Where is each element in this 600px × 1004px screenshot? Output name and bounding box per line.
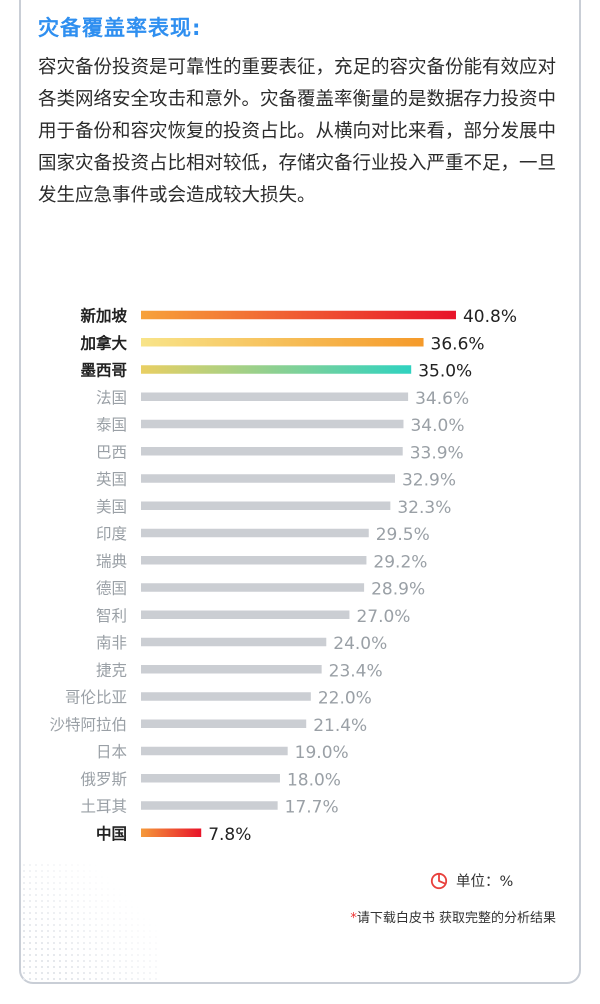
value-label: 29.5% bbox=[376, 525, 430, 545]
category-label: 德国 bbox=[96, 580, 127, 598]
category-label: 智利 bbox=[96, 607, 127, 625]
category-label: 美国 bbox=[96, 498, 127, 516]
value-label: 34.6% bbox=[415, 389, 469, 409]
content-card bbox=[19, 0, 581, 984]
value-label: 17.7% bbox=[285, 798, 339, 818]
bar bbox=[141, 556, 367, 565]
bar bbox=[141, 583, 365, 592]
value-label: 23.4% bbox=[329, 661, 383, 681]
bar bbox=[141, 665, 322, 674]
value-label: 40.8% bbox=[463, 307, 517, 327]
value-label: 27.0% bbox=[356, 607, 410, 627]
footnote: *请下载白皮书 获取完整的分析结果 bbox=[350, 907, 556, 926]
value-label: 22.0% bbox=[318, 689, 372, 709]
bar bbox=[141, 338, 424, 347]
category-label: 法国 bbox=[96, 389, 127, 407]
value-label: 21.4% bbox=[313, 716, 367, 736]
category-label: 中国 bbox=[96, 824, 127, 843]
bar bbox=[141, 828, 202, 837]
value-label: 32.9% bbox=[402, 471, 456, 491]
category-label: 巴西 bbox=[96, 443, 127, 461]
category-label: 瑞典 bbox=[96, 552, 127, 570]
category-label: 新加坡 bbox=[80, 306, 127, 325]
unit-label: 单位：% bbox=[456, 874, 514, 890]
bar bbox=[141, 501, 391, 510]
bar bbox=[141, 637, 327, 647]
bar bbox=[141, 310, 456, 320]
category-label: 印度 bbox=[96, 525, 127, 543]
value-label: 18.0% bbox=[287, 770, 341, 790]
bar bbox=[141, 365, 412, 374]
category-label: 日本 bbox=[96, 743, 127, 761]
bar bbox=[141, 746, 288, 756]
category-label: 哥伦比亚 bbox=[65, 689, 127, 707]
category-label: 墨西哥 bbox=[80, 362, 127, 380]
unit-legend: 单位：% bbox=[430, 870, 513, 891]
pie-chart-icon bbox=[430, 872, 448, 889]
value-label: 7.8% bbox=[208, 825, 251, 845]
category-label: 沙特阿拉伯 bbox=[49, 716, 127, 734]
bar bbox=[141, 419, 404, 429]
bar bbox=[141, 692, 311, 701]
footnote-star: * bbox=[350, 911, 357, 926]
value-label: 24.0% bbox=[333, 634, 387, 654]
category-label: 南非 bbox=[96, 634, 127, 652]
value-label: 28.9% bbox=[371, 580, 425, 600]
category-label: 泰国 bbox=[96, 416, 127, 434]
section-title: 灾备覆盖率表现: bbox=[38, 16, 202, 40]
category-label: 英国 bbox=[96, 471, 127, 489]
category-label: 捷克 bbox=[96, 661, 127, 679]
bar bbox=[141, 528, 369, 538]
bar bbox=[141, 474, 395, 483]
bar bbox=[141, 392, 409, 401]
intro-paragraph: 容灾备份投资是可靠性的重要表征，充足的容灾备份能有效应对各类网络安全攻击和意外。… bbox=[38, 57, 557, 206]
bar bbox=[141, 610, 350, 619]
value-label: 34.0% bbox=[410, 416, 464, 436]
footnote-text: 请下载白皮书 获取完整的分析结果 bbox=[356, 911, 556, 926]
value-label: 35.0% bbox=[418, 362, 472, 382]
bar bbox=[141, 447, 403, 456]
bar bbox=[141, 719, 307, 728]
bar bbox=[141, 774, 280, 783]
value-label: 19.0% bbox=[295, 743, 349, 763]
value-label: 36.6% bbox=[431, 334, 485, 354]
category-label: 土耳其 bbox=[80, 798, 127, 816]
value-label: 29.2% bbox=[373, 552, 427, 572]
bar bbox=[141, 801, 278, 810]
dot-pattern-decoration bbox=[21, 862, 161, 982]
category-label: 俄罗斯 bbox=[80, 770, 127, 788]
value-label: 32.3% bbox=[397, 498, 451, 518]
value-label: 33.9% bbox=[410, 443, 464, 463]
category-label: 加拿大 bbox=[79, 333, 127, 352]
